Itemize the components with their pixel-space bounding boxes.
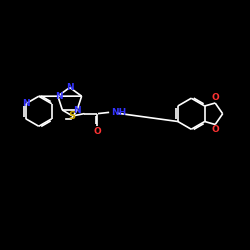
Text: N: N — [66, 83, 74, 92]
Text: N: N — [73, 106, 80, 114]
Text: O: O — [211, 93, 219, 102]
Text: O: O — [211, 125, 219, 134]
Text: O: O — [94, 127, 101, 136]
Text: S: S — [68, 110, 76, 120]
Text: NH: NH — [111, 108, 126, 117]
Text: N: N — [22, 99, 30, 108]
Text: N: N — [55, 92, 63, 101]
